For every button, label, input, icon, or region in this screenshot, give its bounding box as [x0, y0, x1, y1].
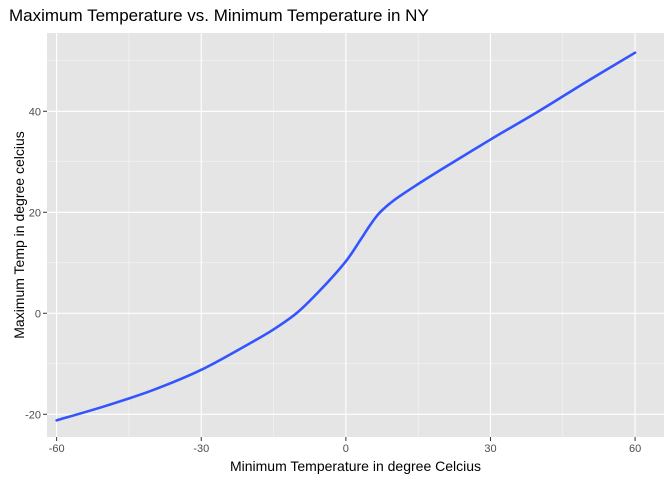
y-axis: -20 0 20 40 [25, 106, 47, 421]
x-axis: -60 -30 0 30 60 [49, 437, 641, 455]
x-tick-label: 30 [484, 443, 496, 455]
y-tick-label: -20 [25, 409, 41, 421]
x-tick-label: -60 [49, 443, 65, 455]
y-tick-label: 40 [29, 106, 41, 118]
x-tick-label: -30 [193, 443, 209, 455]
y-tick-label: 20 [29, 207, 41, 219]
chart-title: Maximum Temperature vs. Minimum Temperat… [9, 6, 429, 25]
minor-gridlines [47, 33, 664, 437]
x-tick-label: 60 [629, 443, 641, 455]
major-gridlines [47, 33, 664, 437]
x-axis-title: Minimum Temperature in degree Celcius [230, 458, 481, 474]
series-layer [55, 51, 637, 422]
y-tick-label: 0 [35, 308, 41, 320]
plot-panel [47, 33, 664, 437]
series-line [55, 51, 637, 422]
y-axis-title: Maximum Temp in degree celcius [11, 131, 27, 339]
x-tick-label: 0 [343, 443, 349, 455]
